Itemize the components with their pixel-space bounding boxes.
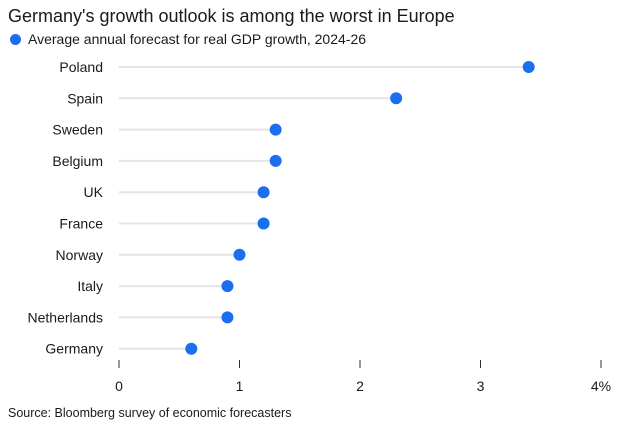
category-label: Belgium [52,153,103,169]
data-point [522,61,535,73]
category-label: Spain [67,90,103,106]
data-point [257,186,270,199]
category-label: Poland [59,59,103,75]
x-tick-label: 2 [356,378,364,394]
category-label: Italy [77,278,103,294]
data-point [233,248,246,261]
category-label: Netherlands [28,309,104,325]
data-point [269,123,282,136]
data-point [185,342,198,355]
legend-label: Average annual forecast for real GDP gro… [28,31,367,47]
data-point [221,280,234,293]
chart-title: Germany's growth outlook is among the wo… [8,6,455,26]
x-tick-label: 1 [236,378,244,394]
category-label: UK [84,184,104,200]
category-label: Germany [45,341,103,357]
legend-dot-icon [10,33,21,45]
dot-plot: Poland Spain Sweden Belgium UK France Norway It… [28,59,612,394]
x-tick-label: 4% [591,378,611,394]
source-note: Source: Bloomberg survey of economic for… [8,406,292,420]
category-label: France [59,216,103,232]
data-point [257,217,270,230]
x-tick-label: 0 [115,378,123,394]
data-point [390,92,403,105]
legend: Average annual forecast for real GDP gro… [8,31,366,47]
data-point [269,154,282,167]
x-tick-label: 3 [477,378,485,394]
category-label: Sweden [52,122,103,138]
data-point [221,311,234,324]
category-label: Norway [56,247,103,263]
